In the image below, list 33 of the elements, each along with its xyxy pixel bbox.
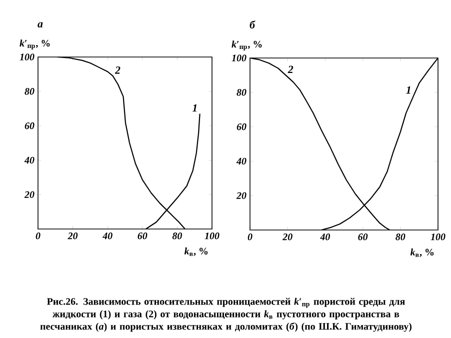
y-tick-label: 20 [236, 192, 246, 199]
y-tick-label: 20 [24, 191, 34, 198]
series-label: 1 [192, 104, 197, 112]
x-tick-label: 40 [102, 232, 112, 240]
text: Рис.26. Зависимость относительных проницаемостей k′$_{пр}$ пористой среды для жидкости (1) и газа (2) от водонасыщенности k$_{в}$ пустотного пространства в песчаниках (а) и пористых известняках и доломитах (б) (по Ш.К. Гиматудинову) [40, 298, 412, 332]
y-tick-label: 100 [20, 54, 34, 60]
x-tick-label: 40 [320, 234, 330, 240]
y-tick-label: 100 [232, 54, 246, 62]
x-tick-label: 60 [358, 234, 368, 240]
series-label: 2 [114, 66, 120, 74]
x-tick-label: 0 [36, 232, 40, 240]
x-tick-label: 0 [248, 234, 252, 240]
y-axis-title: k′$_{пр}$, % [232, 40, 262, 50]
chart-title: б [250, 20, 256, 28]
y-tick-label: 40 [24, 156, 34, 164]
x-tick-label: 60 [138, 232, 148, 240]
chart-title: а [38, 22, 43, 28]
y-tick-label: 80 [24, 88, 34, 95]
y-tick-label: 40 [236, 158, 246, 165]
y-axis-title: k′$_{пр}$, % [20, 40, 50, 50]
x-tick-label: 100 [430, 234, 446, 240]
x-axis-title: k$_{в}$, % [184, 248, 208, 256]
x-axis-title: k$_{в}$, % [410, 248, 434, 257]
x-tick-label: 20 [68, 232, 78, 240]
series-label: 2 [288, 66, 294, 73]
y-tick-label: 60 [236, 123, 246, 130]
y-tick-label: 60 [24, 122, 34, 130]
y-tick-label: 80 [236, 89, 246, 96]
x-tick-label: 100 [204, 232, 220, 240]
x-tick-label: 80 [396, 234, 406, 240]
x-tick-label: 80 [172, 232, 182, 240]
x-tick-label: 20 [282, 234, 292, 240]
series-label: 1 [406, 86, 410, 94]
